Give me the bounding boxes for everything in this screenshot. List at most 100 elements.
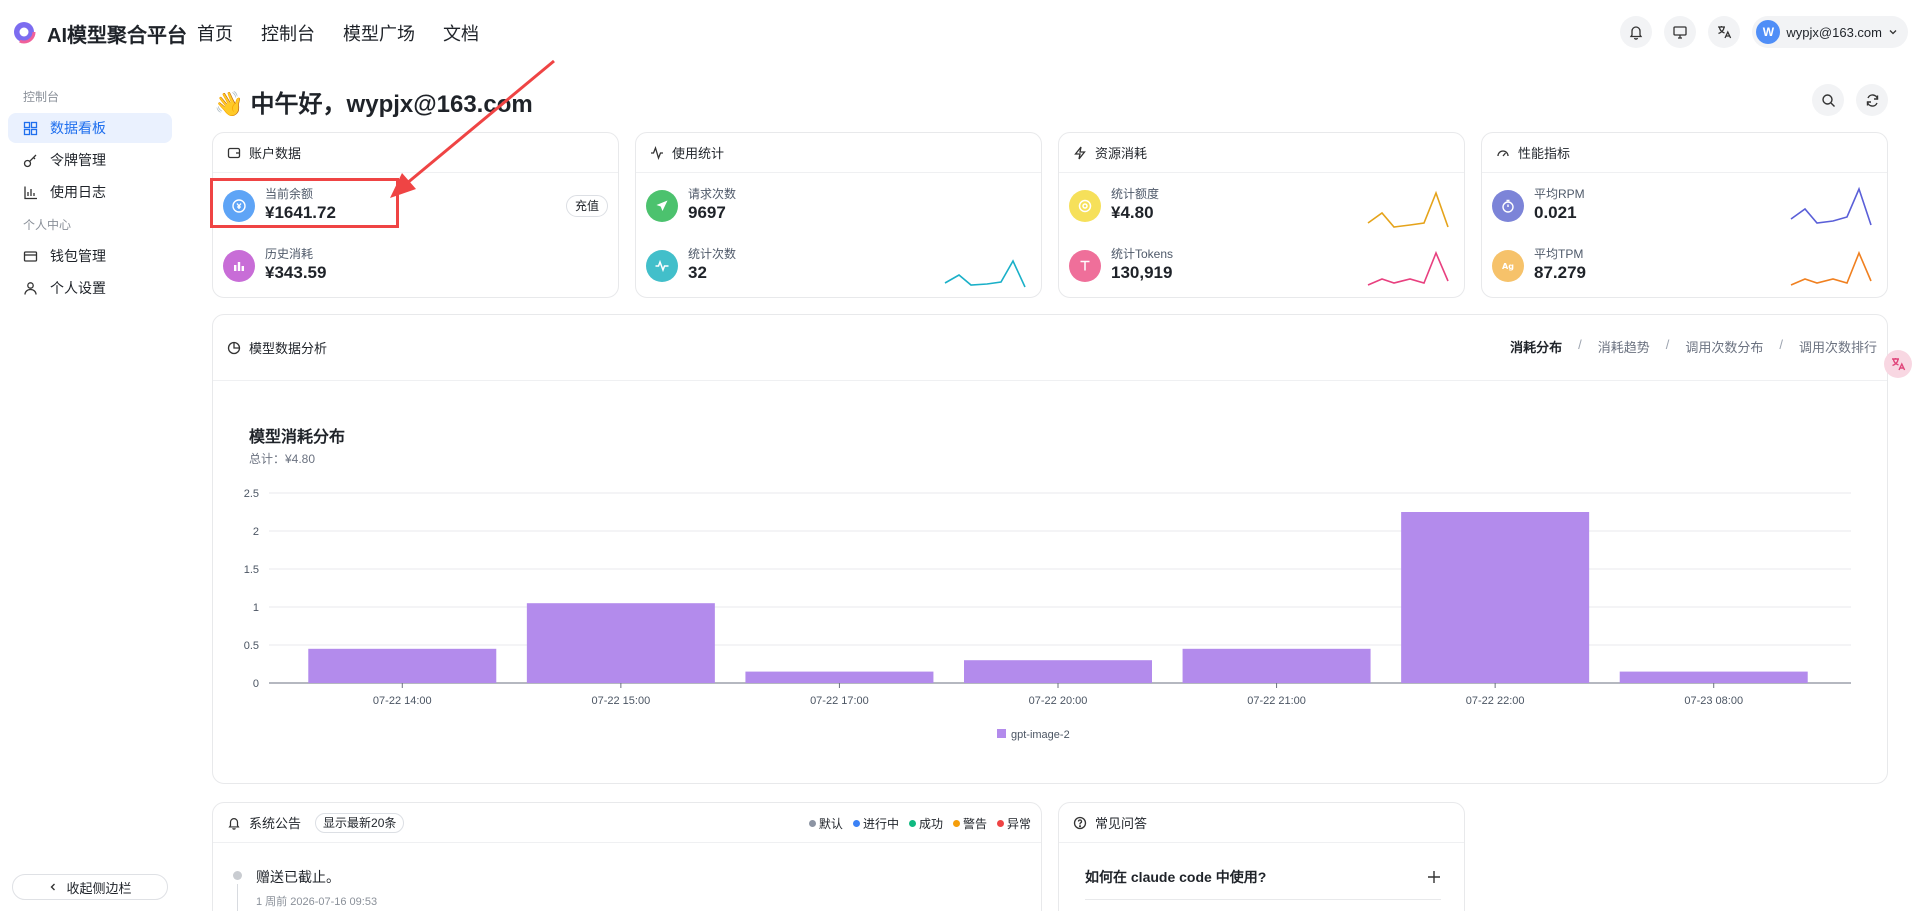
card-header: 资源消耗 [1059, 133, 1464, 173]
collapse-sidebar-button[interactable]: 收起侧边栏 [12, 874, 168, 900]
announcement-item: 赠送已截止。 1 周前 2026-07-16 09:53 [233, 867, 377, 911]
sidebar-item-dashboard[interactable]: 数据看板 [8, 113, 172, 143]
text-icon [1069, 250, 1101, 282]
sidebar: 控制台 数据看板 令牌管理 使用日志 个人中心 钱包管理 个人设置 收起侧边栏 [0, 64, 185, 911]
account-card: 账户数据 当前余额 ¥1641.72 充值 历史消耗 ¥343.59 [212, 132, 619, 298]
search-button[interactable] [1812, 84, 1844, 116]
card-title: 账户数据 [249, 146, 302, 161]
tab-consumption-distribution[interactable]: 消耗分布 [1510, 340, 1563, 355]
dashboard-icon [23, 121, 38, 135]
annotation-arrow [390, 59, 555, 198]
floating-translate-button[interactable] [1884, 350, 1912, 378]
usage-card: 使用统计 请求次数 9697 统计次数 32 [635, 132, 1042, 298]
sidebar-item-tokens[interactable]: 令牌管理 [8, 145, 172, 175]
card-title: 使用统计 [672, 146, 725, 161]
tpm-label: 平均TPM [1534, 247, 1584, 261]
bar [1182, 648, 1371, 683]
x-tick-label: 07-22 22:00 [1466, 695, 1525, 707]
sidebar-item-wallet[interactable]: 钱包管理 [8, 241, 172, 271]
timeline-marker [233, 867, 242, 911]
requests-value: 9697 [688, 203, 726, 222]
monitor-icon [1673, 26, 1688, 39]
announcements-card: 系统公告 显示最新20条 默认 进行中 成功 警告 异常 赠送已截止。 1 周前… [212, 802, 1042, 911]
card-title: 常见问答 [1095, 816, 1148, 831]
legend-swatch [997, 729, 1006, 738]
chart-log-icon [24, 186, 37, 199]
bar [1401, 512, 1590, 683]
user-icon [24, 281, 37, 295]
x-tick-label: 07-22 14:00 [373, 695, 432, 707]
card-header: 性能指标 [1482, 133, 1887, 173]
tokens-value: 130,919 [1111, 263, 1173, 282]
tab-call-ranking[interactable]: 调用次数排行 [1798, 340, 1877, 355]
chevron-down-icon [1889, 30, 1897, 35]
annotation-highlight-box [210, 178, 399, 228]
card-title: 模型数据分析 [249, 341, 328, 356]
history-value: ¥343.59 [265, 263, 327, 282]
tab-separator: / [1665, 337, 1670, 352]
refresh-button[interactable] [1856, 84, 1888, 116]
card-title: 资源消耗 [1095, 146, 1148, 161]
logo-icon[interactable] [12, 20, 36, 44]
consumption-bar-chart: 0 0.5 1 1.5 2 2.5 07-22 14:00 07-22 15:00 07-22 … [244, 488, 1851, 741]
ag-icon: Ag [1492, 250, 1524, 282]
sidebar-item-label: 钱包管理 [50, 248, 106, 264]
tab-call-distribution[interactable]: 调用次数分布 [1685, 340, 1764, 355]
notification-button[interactable] [1620, 16, 1653, 48]
balance-label: 当前余额 [265, 187, 314, 201]
timer-icon [1492, 190, 1524, 222]
legend-default: 默认 [808, 815, 843, 832]
bell-icon [228, 817, 240, 830]
quota-sparkline [1367, 190, 1449, 228]
avatar: W [1756, 20, 1781, 44]
collapse-sidebar-label: 收起侧边栏 [66, 880, 132, 896]
app-title[interactable]: AI模型聚合平台 [47, 25, 187, 47]
main-nav: 首页 控制台 模型广场 文档 [197, 20, 507, 46]
language-button[interactable] [1708, 16, 1741, 48]
bar [526, 603, 715, 683]
balance-stat: 当前余额 ¥1641.72 [223, 187, 336, 225]
plus-icon[interactable] [1427, 870, 1441, 884]
x-tick-label: 07-22 17:00 [810, 695, 869, 707]
page-title: 👋 中午好，wypjx@163.com [214, 91, 533, 118]
sidebar-item-label: 令牌管理 [50, 152, 106, 168]
legend-success: 成功 [908, 815, 943, 832]
pie-chart-icon [227, 341, 241, 354]
sidebar-item-label: 使用日志 [50, 184, 106, 200]
activity-icon [651, 145, 663, 160]
nav-model-square[interactable]: 模型广场 [343, 24, 415, 44]
requests-stat: 请求次数 9697 [646, 187, 736, 225]
coin-icon [1069, 190, 1101, 222]
card-header: 模型数据分析 [213, 315, 1887, 381]
chart-subtitle: 总计：¥4.80 [249, 452, 316, 466]
translate-icon [1892, 358, 1906, 371]
sidebar-item-logs[interactable]: 使用日志 [8, 177, 172, 207]
nav-home[interactable]: 首页 [197, 24, 233, 44]
card-header: 常见问答 [1059, 803, 1464, 843]
recharge-button[interactable]: 充值 [565, 195, 608, 217]
history-stat: 历史消耗 ¥343.59 [223, 247, 326, 285]
bar-chart-icon [223, 250, 255, 282]
announcement-time: 1 周前 2026-07-16 09:53 [256, 896, 378, 908]
lightning-icon [1074, 146, 1086, 159]
key-icon [23, 154, 37, 167]
rpm-stat: 平均RPM 0.021 [1492, 187, 1585, 225]
display-button[interactable] [1664, 16, 1697, 48]
card-header: 账户数据 [213, 133, 618, 173]
sidebar-item-settings[interactable]: 个人设置 [8, 273, 172, 303]
nav-docs[interactable]: 文档 [443, 24, 479, 44]
faq-item[interactable]: 如何在 claude code 中使用? [1085, 867, 1441, 887]
analysis-tabs: 消耗分布 / 消耗趋势 / 调用次数分布 / 调用次数排行 [1510, 337, 1877, 356]
tab-consumption-trend[interactable]: 消耗趋势 [1597, 340, 1650, 355]
wallet-icon [227, 147, 241, 158]
resource-card: 资源消耗 统计额度 ¥4.80 统计Tokens 130,919 [1058, 132, 1465, 298]
tpm-sparkline [1790, 250, 1872, 286]
rpm-sparkline [1790, 186, 1872, 226]
sidebar-section-personal: 个人中心 [23, 218, 72, 232]
nav-console[interactable]: 控制台 [261, 24, 315, 44]
user-menu[interactable]: W wypjx@163.com [1752, 16, 1908, 48]
bar [1619, 671, 1808, 683]
legend-in-progress: 进行中 [852, 815, 899, 832]
card-title: 性能指标 [1518, 146, 1571, 161]
translate-icon [1718, 26, 1732, 39]
